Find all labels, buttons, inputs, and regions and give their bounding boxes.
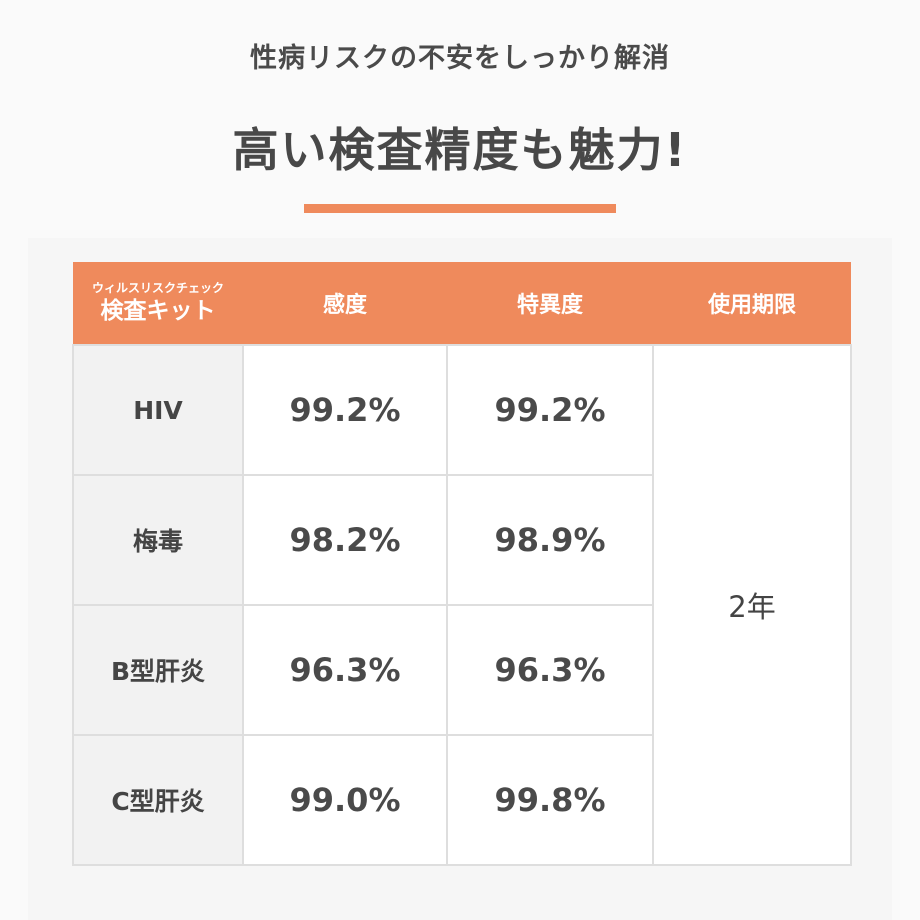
specificity-value: 99.8% [446,734,654,866]
table-row: HIV 99.2% 99.2% 2年 [72,344,852,866]
column-header-specificity: 特異度 [447,262,653,345]
expiry-value: 2年 [652,344,852,866]
row-label-hepatitis-b: B型肝炎 [72,604,244,736]
page-title: 高い検査精度も魅力! [232,123,688,177]
specificity-value: 96.3% [446,604,654,736]
row-label-hiv: HIV [72,344,244,476]
page-subtitle: 性病リスクの不安をしっかり解消 [250,43,670,74]
column-header-kit: ウィルスリスクチェック 検査キット [73,262,243,345]
column-header-sensitivity: 感度 [243,262,447,345]
specificity-value: 99.2% [446,344,654,476]
kit-header-small: ウィルスリスクチェック [91,281,224,295]
table-row: 梅毒 98.2% 98.9% [72,474,851,606]
column-header-expiry: 使用期限 [653,262,851,345]
row-label-hepatitis-c: C型肝炎 [72,734,244,866]
row-label-syphilis: 梅毒 [72,474,244,606]
table-row: C型肝炎 99.0% 99.8% [72,734,851,866]
sensitivity-value: 98.2% [242,474,448,606]
specificity-value: 98.9% [446,474,654,606]
title-underline [304,204,616,213]
table-row: B型肝炎 96.3% 96.3% [72,604,851,736]
kit-header-big: 検査キット [100,298,216,324]
accuracy-table: ウィルスリスクチェック 検査キット 感度 特異度 使用期限 HIV 99.2% … [72,262,852,866]
sensitivity-value: 96.3% [242,604,448,736]
table-header-row: ウィルスリスクチェック 検査キット 感度 特異度 使用期限 [73,262,851,345]
sensitivity-value: 99.0% [242,734,448,866]
sensitivity-value: 99.2% [242,344,448,476]
